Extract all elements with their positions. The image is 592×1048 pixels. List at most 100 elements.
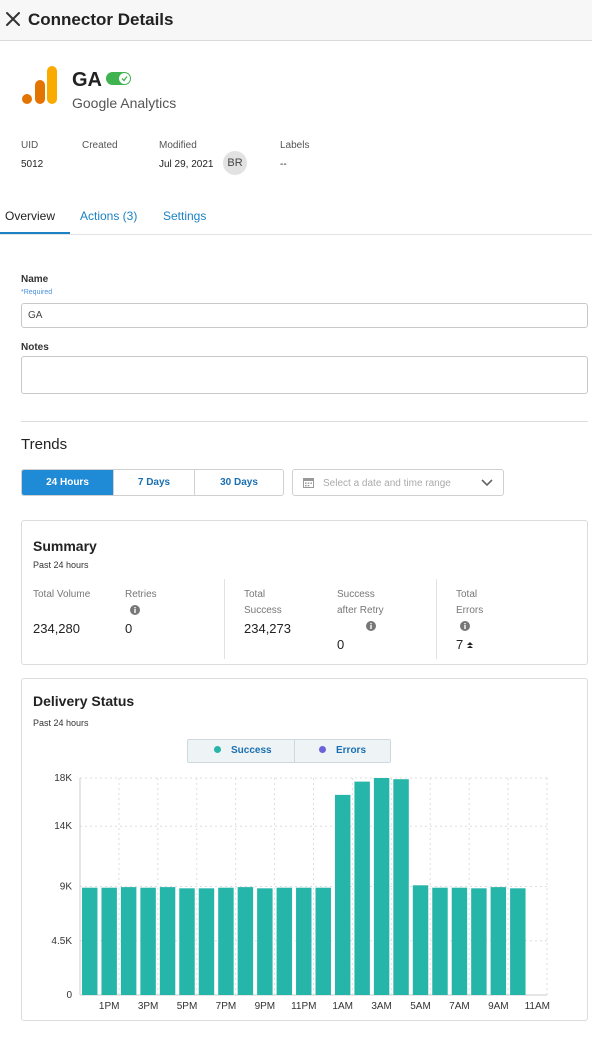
bar-success xyxy=(140,887,156,995)
bar-success xyxy=(296,887,312,995)
retries-value: 0 xyxy=(125,621,133,636)
bar-success xyxy=(393,779,409,995)
x-tick-label: 7AM xyxy=(449,1001,470,1012)
name-label: Name xyxy=(21,274,49,285)
bar-success xyxy=(101,887,117,995)
range-24-hours-button[interactable]: 24 Hours xyxy=(22,470,114,495)
bar-success xyxy=(179,888,195,995)
y-tick-label: 18K xyxy=(54,773,72,784)
y-tick-label: 4.5K xyxy=(51,936,72,947)
retries-label: Retries xyxy=(125,589,157,600)
created-label: Created xyxy=(82,140,118,151)
bar-success xyxy=(237,887,254,995)
enabled-toggle[interactable] xyxy=(106,72,131,85)
bar-success xyxy=(412,885,429,995)
active-tab-indicator xyxy=(0,232,70,234)
uid-value: 5012 xyxy=(21,159,44,170)
section-divider xyxy=(21,421,588,422)
total-success-label: Total Success xyxy=(244,589,282,616)
range-selector: 24 Hours 7 Days 30 Days xyxy=(21,469,284,496)
uid-label: UID xyxy=(21,140,39,151)
tab-overview[interactable]: Overview xyxy=(5,209,56,223)
success-after-retry-value: 0 xyxy=(337,637,345,652)
x-tick-label: 9PM xyxy=(255,1001,276,1012)
bar-success xyxy=(451,887,468,995)
name-input[interactable] xyxy=(21,303,588,328)
total-volume-label: Total Volume xyxy=(33,589,91,600)
avatar[interactable]: BR xyxy=(223,151,247,175)
close-icon[interactable] xyxy=(3,9,23,29)
legend-separator xyxy=(294,740,295,762)
labels-value: -- xyxy=(280,159,287,170)
bar-success xyxy=(334,794,351,995)
info-icon[interactable] xyxy=(366,621,376,631)
summary-title: Summary xyxy=(33,538,97,554)
check-icon xyxy=(121,76,128,82)
total-errors-value: 7 xyxy=(456,637,464,652)
bar-success xyxy=(354,781,370,995)
stat-divider xyxy=(436,579,437,659)
x-tick-label: 3PM xyxy=(138,1001,159,1012)
bar-success xyxy=(257,888,273,995)
x-tick-label: 11PM xyxy=(291,1001,316,1012)
toggle-knob xyxy=(119,73,130,84)
bar-success xyxy=(120,887,137,995)
trends-title: Trends xyxy=(21,436,68,453)
bar-success xyxy=(218,887,234,995)
x-tick-label: 5AM xyxy=(410,1001,431,1012)
x-tick-label: 1PM xyxy=(99,1001,120,1012)
errors-dot-icon xyxy=(319,745,326,753)
date-range-placeholder: Select a date and time range xyxy=(323,478,451,489)
y-tick-label: 0 xyxy=(66,990,72,1001)
x-tick-label: 1AM xyxy=(332,1001,353,1012)
calendar-icon xyxy=(303,478,314,488)
range-7-days-button[interactable]: 7 Days xyxy=(114,470,195,495)
summary-subtitle: Past 24 hours xyxy=(33,560,89,570)
connector-short-name: GA xyxy=(72,69,102,91)
connector-full-name: Google Analytics xyxy=(72,95,177,111)
bar-success xyxy=(82,887,98,995)
x-tick-label: 7PM xyxy=(216,1001,237,1012)
legend-success[interactable]: Success xyxy=(214,740,272,762)
trend-up-icon xyxy=(467,642,473,648)
summary-card: Summary Past 24 hours Total Volume 234,2… xyxy=(21,520,588,665)
y-tick-label: 14K xyxy=(54,821,72,832)
delivery-subtitle: Past 24 hours xyxy=(33,718,89,728)
success-dot-icon xyxy=(214,745,221,753)
tab-settings[interactable]: Settings xyxy=(163,209,207,223)
bar-success xyxy=(315,887,331,995)
range-30-days-button[interactable]: 30 Days xyxy=(220,477,258,488)
stat-divider xyxy=(224,579,225,659)
date-range-picker[interactable]: Select a date and time range xyxy=(292,469,504,496)
success-after-retry-label: Success after Retry xyxy=(337,589,384,616)
info-icon[interactable] xyxy=(460,621,470,631)
chart-legend: Success Errors xyxy=(187,739,391,763)
bar-success xyxy=(373,778,390,995)
bar-success xyxy=(198,888,215,995)
legend-success-label: Success xyxy=(231,745,272,756)
bar-success xyxy=(490,887,507,995)
tab-actions[interactable]: Actions (3) xyxy=(80,209,138,223)
delivery-title: Delivery Status xyxy=(33,693,135,709)
labels-label: Labels xyxy=(280,140,310,151)
notes-label: Notes xyxy=(21,342,49,353)
x-tick-label: 5PM xyxy=(177,1001,198,1012)
total-errors-label: Total Errors xyxy=(456,589,484,616)
legend-errors[interactable]: Errors xyxy=(319,740,366,762)
y-tick-label: 9K xyxy=(60,882,73,893)
bar-success xyxy=(432,887,448,995)
modified-value: Jul 29, 2021 xyxy=(159,159,214,170)
total-success-value: 234,273 xyxy=(244,621,291,636)
bar-success xyxy=(159,887,176,995)
x-tick-label: 9AM xyxy=(488,1001,509,1012)
bar-success xyxy=(471,888,487,995)
delivery-status-chart: 0 4.5K 9K 14K 18K 1PM 3PM 5PM 7PM 9PM 11PM 1AM 3AM 5A… xyxy=(51,773,550,1012)
required-note: *Required xyxy=(21,289,53,296)
x-tick-label: 3AM xyxy=(371,1001,392,1012)
notes-input[interactable] xyxy=(21,356,588,394)
bar-success xyxy=(510,888,526,995)
legend-errors-label: Errors xyxy=(336,745,367,756)
info-icon[interactable] xyxy=(130,605,140,615)
header-title: Connector Details xyxy=(28,10,174,29)
google-analytics-logo-icon xyxy=(22,66,57,104)
